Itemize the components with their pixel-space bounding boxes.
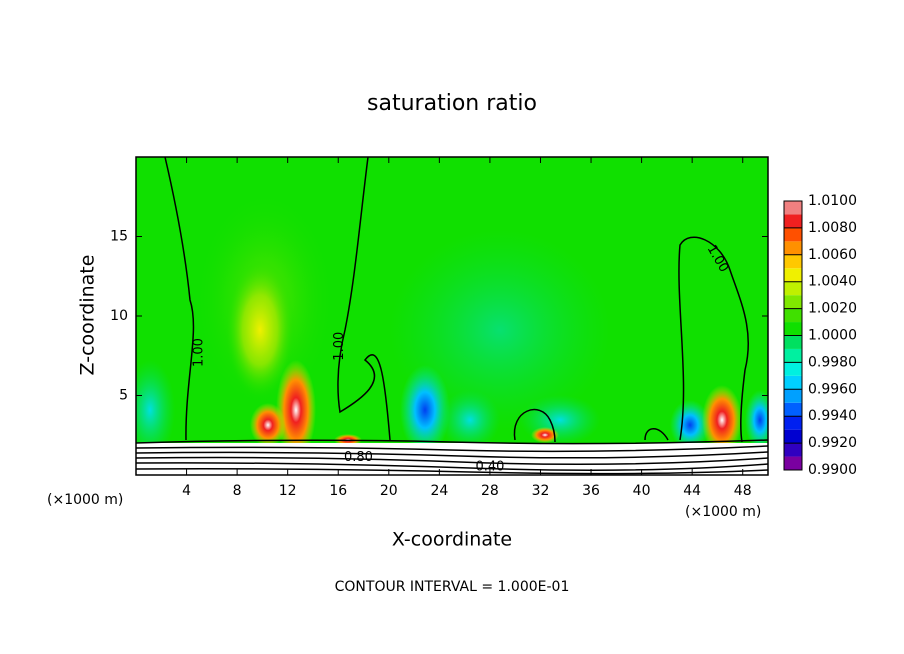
footer: CONTOUR INTERVAL = 1.000E-01 <box>335 579 570 595</box>
x-tick-label: 44 <box>683 483 701 499</box>
colorbar-label: 1.0100 <box>808 193 857 209</box>
colorbar-label: 0.9940 <box>808 408 857 424</box>
colorbar-swatch <box>784 456 802 470</box>
colorbar-label: 1.0020 <box>808 301 857 317</box>
x-tick-label: 32 <box>532 483 550 499</box>
colorbar-swatch <box>784 348 802 363</box>
colorbar-label: 0.9920 <box>808 435 857 451</box>
colorbar-label: 1.0080 <box>808 220 857 236</box>
contour-label: 0.80 <box>344 450 373 465</box>
unit-label: (×1000 m) <box>47 492 123 508</box>
colorbar-swatch <box>784 335 802 349</box>
x-tick-label: 48 <box>734 483 752 499</box>
field <box>136 157 768 475</box>
colorbar-swatch <box>784 295 802 309</box>
colorbar-label: 1.0000 <box>808 328 857 344</box>
colorbar-label: 0.9980 <box>808 354 857 370</box>
colorbar-swatch <box>784 268 802 282</box>
chart-title: saturation ratio <box>367 91 537 116</box>
contour-label: 1.00 <box>192 338 207 367</box>
x-tick-label: 4 <box>182 483 191 499</box>
x-tick-label: 20 <box>380 483 398 499</box>
contour-label: 0.40 <box>475 460 504 475</box>
colorbar-swatch <box>784 443 802 457</box>
x-tick-label: 40 <box>633 483 651 499</box>
x-tick-label: 36 <box>582 483 600 499</box>
colorbar-swatch <box>784 375 802 390</box>
colorbar-swatch <box>784 227 802 242</box>
colorbar-swatch <box>784 308 802 323</box>
x-tick-label: 24 <box>430 483 448 499</box>
colorbar-swatch <box>784 281 802 296</box>
colorbar-swatch <box>784 201 802 215</box>
colorbar-label: 1.0060 <box>808 247 857 263</box>
colorbar-swatch <box>784 241 802 255</box>
colorbar-label: 0.9960 <box>808 381 857 397</box>
colorbar-swatch <box>784 362 802 376</box>
colorbar-label: 0.9900 <box>808 462 857 478</box>
y-tick-label: 15 <box>110 229 128 245</box>
contour-lines <box>136 157 768 475</box>
y-axis-title: Z-coordinate <box>77 255 99 376</box>
x-axis-title: X-coordinate <box>392 529 512 551</box>
x-tick-label: 8 <box>233 483 242 499</box>
y-tick-label: 5 <box>119 388 128 404</box>
colorbar-swatch <box>784 402 802 417</box>
colorbar-swatch <box>784 322 802 336</box>
colorbar-swatch <box>784 416 802 430</box>
x-tick-label: 12 <box>279 483 297 499</box>
colorbar-swatch <box>784 429 802 444</box>
colorbar-swatch <box>784 389 802 403</box>
colorbar-label: 1.0040 <box>808 274 857 290</box>
x-tick-label: 28 <box>481 483 499 499</box>
x-tick-label: 16 <box>329 483 347 499</box>
unit-label: (×1000 m) <box>685 504 761 520</box>
contour-label: 1.00 <box>332 332 347 361</box>
colorbar-swatch <box>784 254 802 269</box>
y-tick-label: 10 <box>110 308 128 324</box>
colorbar-swatch <box>784 214 802 228</box>
